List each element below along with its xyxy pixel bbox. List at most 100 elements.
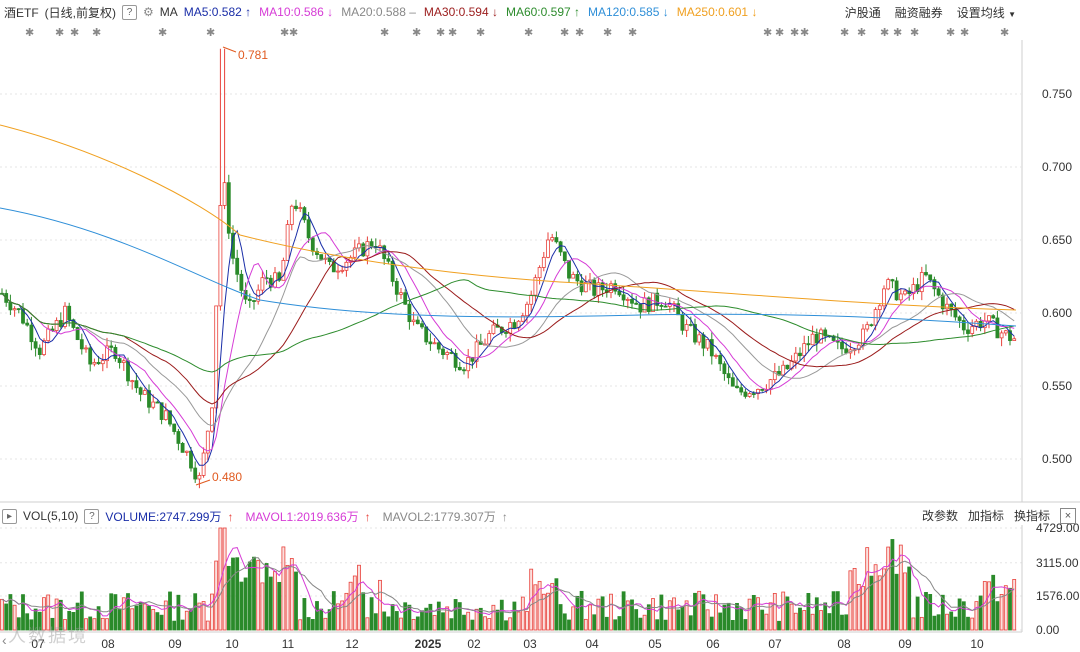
- volume-bar[interactable]: [218, 527, 223, 631]
- candle-body[interactable]: [697, 334, 702, 343]
- volume-bar[interactable]: [583, 618, 588, 631]
- candle-body[interactable]: [352, 247, 357, 258]
- volume-bar[interactable]: [886, 546, 891, 631]
- candle-body[interactable]: [306, 219, 311, 239]
- volume-bar[interactable]: [436, 601, 441, 631]
- volume-bar[interactable]: [688, 615, 693, 631]
- volume-bar[interactable]: [991, 574, 996, 631]
- volume-bar[interactable]: [911, 617, 916, 631]
- candle-body[interactable]: [239, 273, 244, 291]
- event-star-icon[interactable]: ✱: [158, 27, 168, 39]
- event-star-icon[interactable]: ✱: [960, 27, 970, 39]
- help-icon[interactable]: ?: [122, 4, 137, 20]
- volume-bar[interactable]: [172, 620, 177, 631]
- candle-body[interactable]: [953, 308, 958, 318]
- candle-body[interactable]: [945, 303, 949, 310]
- candle-body[interactable]: [663, 305, 668, 308]
- candle-body[interactable]: [688, 324, 693, 326]
- volume-bar[interactable]: [441, 612, 445, 631]
- candle-body[interactable]: [67, 305, 72, 321]
- volume-bar[interactable]: [79, 591, 84, 631]
- volume-bar[interactable]: [58, 599, 63, 631]
- volume-bar[interactable]: [361, 592, 366, 631]
- volume-bar[interactable]: [625, 600, 630, 631]
- volume-bar[interactable]: [163, 600, 168, 631]
- volume-bar[interactable]: [894, 573, 899, 631]
- volume-bar[interactable]: [844, 614, 849, 631]
- candle-body[interactable]: [218, 205, 223, 307]
- candle-body[interactable]: [814, 333, 819, 344]
- volume-bar[interactable]: [928, 594, 933, 631]
- volume-bar[interactable]: [604, 616, 609, 631]
- candle-body[interactable]: [554, 237, 559, 243]
- candle-body[interactable]: [819, 329, 823, 344]
- volume-bar[interactable]: [550, 583, 555, 631]
- volume-bar[interactable]: [861, 586, 865, 631]
- volume-bar[interactable]: [29, 619, 34, 631]
- candle-body[interactable]: [222, 182, 227, 206]
- candle-body[interactable]: [705, 339, 710, 349]
- candle-body[interactable]: [957, 316, 962, 321]
- volume-bar[interactable]: [1012, 579, 1017, 631]
- candle-body[interactable]: [281, 260, 286, 281]
- volume-bar[interactable]: [768, 602, 773, 631]
- volume-bar[interactable]: [142, 603, 147, 631]
- candle-body[interactable]: [621, 294, 626, 301]
- candle-body[interactable]: [184, 450, 189, 453]
- volume-bar[interactable]: [823, 602, 828, 631]
- volume-bar[interactable]: [575, 595, 580, 631]
- candle-body[interactable]: [562, 251, 567, 262]
- volume-bar[interactable]: [777, 620, 781, 631]
- volume-bar[interactable]: [294, 571, 298, 631]
- volume-bar[interactable]: [495, 609, 500, 631]
- volume-bar[interactable]: [394, 611, 399, 631]
- volume-bar[interactable]: [462, 614, 466, 631]
- event-star-icon[interactable]: ✱: [575, 27, 585, 39]
- candle-body[interactable]: [336, 270, 340, 273]
- candle-body[interactable]: [625, 299, 630, 301]
- candle-body[interactable]: [978, 320, 983, 329]
- candle-body[interactable]: [735, 385, 739, 389]
- candle-body[interactable]: [436, 342, 441, 350]
- volume-bar[interactable]: [995, 601, 1000, 631]
- event-star-icon[interactable]: ✱: [280, 27, 290, 39]
- candle-body[interactable]: [693, 324, 697, 343]
- volume-bar[interactable]: [277, 581, 282, 631]
- volume-bar[interactable]: [336, 603, 340, 631]
- volume-bar[interactable]: [785, 596, 790, 631]
- volume-bar[interactable]: [289, 558, 294, 631]
- volume-bar[interactable]: [478, 607, 483, 631]
- volume-bar[interactable]: [84, 618, 88, 631]
- volume-bar[interactable]: [949, 611, 954, 631]
- volume-bar[interactable]: [709, 616, 714, 631]
- candle-body[interactable]: [12, 308, 17, 311]
- volume-bar[interactable]: [831, 591, 836, 631]
- volume-bar[interactable]: [835, 591, 840, 631]
- candle-body[interactable]: [252, 300, 256, 302]
- volume-bar[interactable]: [432, 615, 437, 631]
- candle-body[interactable]: [991, 315, 996, 319]
- candle-body[interactable]: [525, 303, 529, 317]
- candle-body[interactable]: [134, 380, 139, 389]
- volume-bar[interactable]: [126, 593, 130, 631]
- candle-body[interactable]: [138, 387, 143, 395]
- candle-body[interactable]: [756, 388, 760, 395]
- volume-bar[interactable]: [8, 594, 13, 631]
- candle-body[interactable]: [730, 377, 735, 387]
- candle-body[interactable]: [504, 332, 508, 334]
- candle-body[interactable]: [772, 370, 777, 381]
- candle-body[interactable]: [462, 369, 466, 372]
- event-star-icon[interactable]: ✱: [476, 27, 486, 39]
- candle-body[interactable]: [995, 317, 1000, 339]
- volume-bar[interactable]: [936, 614, 941, 631]
- candle-body[interactable]: [655, 292, 660, 306]
- volume-bar[interactable]: [974, 601, 979, 631]
- volume-bar[interactable]: [819, 610, 823, 631]
- candle-body[interactable]: [541, 256, 546, 268]
- event-star-icon[interactable]: ✱: [790, 27, 800, 39]
- candle-body[interactable]: [1008, 330, 1012, 341]
- candle-body[interactable]: [79, 339, 84, 350]
- event-star-icon[interactable]: ✱: [880, 27, 890, 39]
- candle-body[interactable]: [844, 348, 849, 354]
- volume-bar[interactable]: [247, 561, 252, 631]
